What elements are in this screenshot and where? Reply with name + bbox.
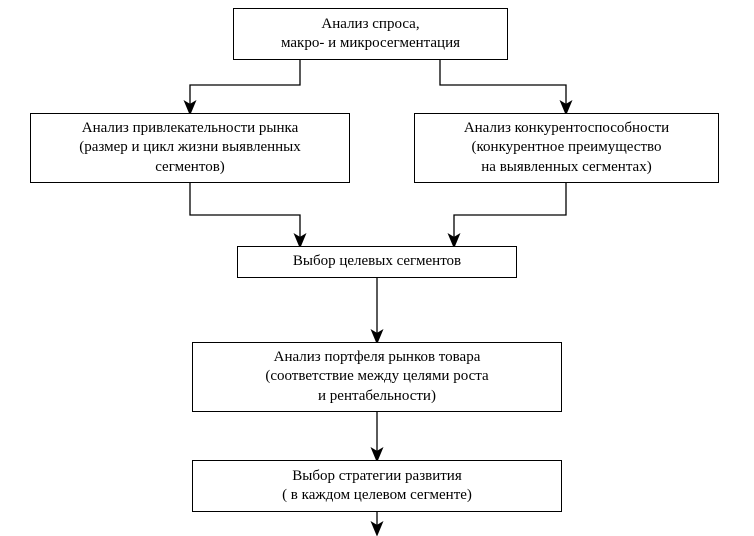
node-text-line: (конкурентное преимущество — [472, 138, 662, 158]
node-text-line: (размер и цикл жизни выявленных — [79, 138, 300, 158]
node-text-line: макро- и микросегментация — [281, 34, 460, 54]
node-text-line: ( в каждом целевом сегменте) — [282, 486, 472, 506]
node-text-line: (соответствие между целями роста — [265, 367, 488, 387]
node-text-line: на выявленных сегментах) — [481, 158, 651, 178]
edge-2 — [190, 183, 300, 246]
flowchart-node-n5: Анализ портфеля рынков товара(соответств… — [192, 342, 562, 412]
node-text-line: Анализ привлекательности рынка — [82, 119, 299, 139]
node-text-line: Анализ спроса, — [321, 15, 419, 35]
node-text-line: и рентабельности) — [318, 387, 436, 407]
flowchart-node-n1: Анализ спроса,макро- и микросегментация — [233, 8, 508, 60]
node-text-line: Выбор стратегии развития — [292, 467, 461, 487]
node-text-line: сегментов) — [155, 158, 225, 178]
edge-3 — [454, 183, 566, 246]
node-text-line: Анализ портфеля рынков товара — [274, 348, 481, 368]
flowchart-node-n6: Выбор стратегии развития( в каждом целев… — [192, 460, 562, 512]
flowchart-node-n3: Анализ конкурентоспособности(конкурентно… — [414, 113, 719, 183]
edge-1 — [440, 60, 566, 113]
flowchart-node-n2: Анализ привлекательности рынка(размер и … — [30, 113, 350, 183]
node-text-line: Анализ конкурентоспособности — [464, 119, 669, 139]
node-text-line: Выбор целевых сегментов — [293, 252, 461, 272]
edge-0 — [190, 60, 300, 113]
flowchart-node-n4: Выбор целевых сегментов — [237, 246, 517, 278]
